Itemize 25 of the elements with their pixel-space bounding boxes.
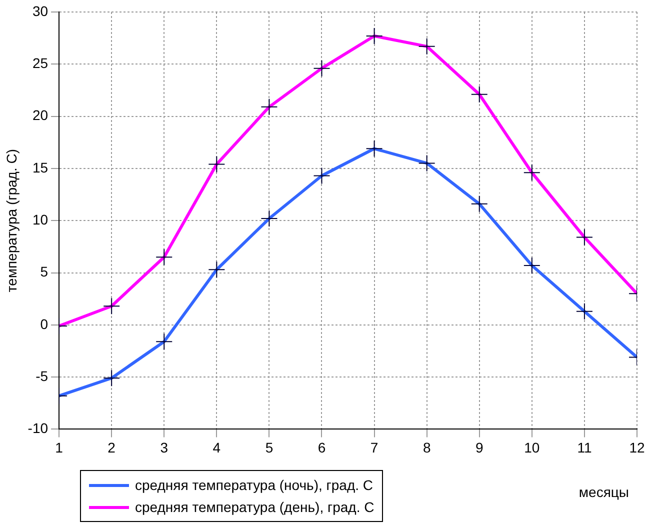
x-tick-label: 11 [577,439,592,456]
y-tick-label: 30 [32,2,48,19]
y-tick-label: 5 [40,264,48,280]
x-tick-label: 5 [265,439,274,456]
x-tick-label: 2 [108,439,116,456]
y-axis-title: температура (град. С) [3,148,20,292]
y-tick-label: -5 [36,368,48,384]
x-tick-label: 10 [524,439,540,456]
y-tick-label: 25 [32,55,48,72]
x-tick-label: 12 [629,439,645,456]
x-tick-label: 8 [422,439,431,456]
y-tick-label: 20 [32,107,48,124]
x-tick-label: 4 [212,439,221,456]
x-tick-label: 3 [160,439,168,456]
x-tick-label: 7 [370,439,378,456]
x-axis-title: месяцы [578,484,629,500]
x-tick-label: 9 [475,439,484,456]
y-tick-label: 10 [32,211,48,228]
legend-label: средняя температура (ночь), град. С [135,477,374,493]
y-tick-label: -10 [28,420,48,436]
x-tick-label: 1 [55,439,64,456]
legend-label: средняя температура (день), град. С [135,499,374,515]
x-tick-label: 6 [318,439,326,456]
y-tick-label: 15 [32,159,48,176]
y-tick-label: 0 [40,316,48,332]
